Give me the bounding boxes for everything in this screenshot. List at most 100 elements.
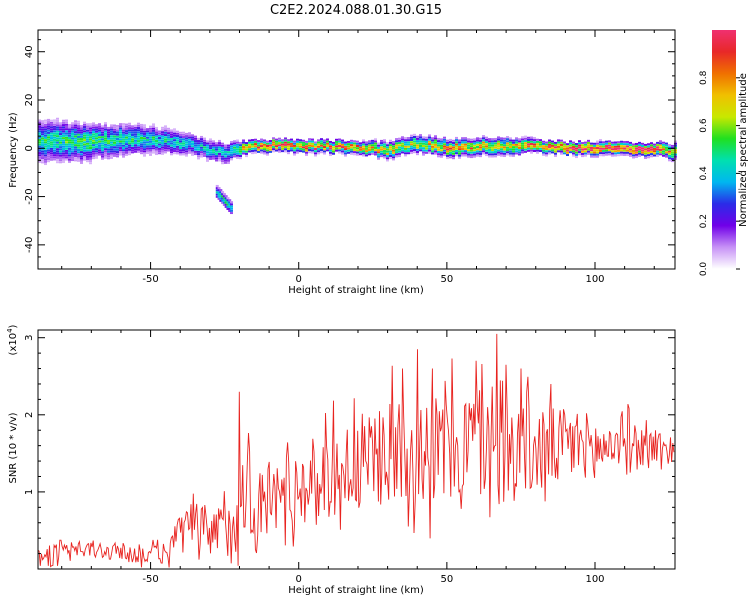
heatmap-cell [224, 201, 228, 204]
heatmap-cell [116, 146, 119, 149]
heatmap-cell [143, 148, 146, 151]
heatmap-cell [128, 153, 131, 156]
heatmap-cell [407, 141, 410, 144]
heatmap-cell [383, 147, 386, 150]
heatmap-cell [122, 136, 125, 139]
heatmap-cell [50, 132, 53, 135]
heatmap-cell [137, 148, 140, 151]
heatmap-cell [50, 154, 53, 157]
heatmap-cell [65, 158, 68, 161]
heatmap-cell [38, 130, 41, 133]
heatmap-cell [62, 126, 65, 129]
heatmap-cell [401, 144, 404, 147]
heatmap-cell [446, 144, 449, 147]
heatmap-cell [305, 147, 308, 150]
snr-x-axis-label: Height of straight line (km) [288, 585, 424, 596]
heatmap-cell [200, 155, 203, 158]
heatmap-cell [182, 144, 185, 147]
x-tick-label: 0 [296, 274, 302, 285]
heatmap-cell [197, 155, 200, 158]
heatmap-cell [476, 150, 479, 153]
heatmap-cell [413, 135, 416, 138]
heatmap-cell [83, 145, 86, 148]
heatmap-cell [179, 149, 182, 152]
heatmap-cell [539, 147, 542, 150]
heatmap-cell [155, 139, 158, 142]
heatmap-cell [86, 138, 89, 141]
heatmap-cell [482, 148, 485, 151]
colorbar-tick-label: 0.2 [699, 214, 709, 228]
heatmap-cell [209, 151, 212, 154]
heatmap-cell [173, 134, 176, 137]
heatmap-cell [278, 146, 281, 149]
heatmap-cell [233, 153, 236, 156]
heatmap-cell [506, 153, 509, 156]
heatmap-cell [152, 149, 155, 152]
heatmap-cell [632, 154, 635, 157]
heatmap-cell [59, 146, 62, 149]
heatmap-cell [518, 153, 521, 156]
heatmap-cell [623, 154, 626, 157]
heatmap-cell [68, 134, 71, 137]
heatmap-cell [524, 146, 527, 149]
heatmap-cell [374, 153, 377, 156]
heatmap-cell [638, 144, 641, 147]
heatmap-cell [446, 146, 449, 149]
heatmap-cell [89, 123, 92, 126]
heatmap-cell [269, 140, 272, 143]
heatmap-cell [581, 142, 584, 145]
heatmap-cell [56, 141, 59, 144]
heatmap-cell [224, 150, 227, 153]
heatmap-cell [407, 139, 410, 142]
heatmap-cell [425, 143, 428, 146]
heatmap-cell [602, 147, 605, 150]
heatmap-cell [524, 142, 527, 145]
heatmap-cell [287, 141, 290, 144]
heatmap-cell [203, 137, 206, 140]
heatmap-cell [167, 149, 170, 152]
heatmap-cell [266, 144, 269, 147]
heatmap-cell [446, 148, 449, 151]
heatmap-cell [518, 146, 521, 149]
heatmap-cell [65, 121, 68, 124]
heatmap-cell [155, 153, 158, 156]
heatmap-cell [176, 141, 179, 144]
heatmap-cell [176, 145, 179, 148]
heatmap-cell [44, 145, 47, 148]
heatmap-cell [347, 147, 350, 150]
heatmap-cell [272, 137, 275, 140]
heatmap-cell [74, 120, 77, 123]
heatmap-cell [227, 159, 230, 162]
heatmap-cell [164, 140, 167, 143]
heatmap-cell [44, 121, 47, 124]
heatmap-cell [194, 144, 197, 147]
heatmap-cell [467, 138, 470, 141]
heatmap-cell [401, 136, 404, 139]
heatmap-cell [56, 154, 59, 157]
heatmap-cell [125, 149, 128, 152]
heatmap-cell [398, 148, 401, 151]
heatmap-cell [362, 150, 365, 153]
heatmap-cell [140, 136, 143, 139]
heatmap-cell [119, 129, 122, 132]
heatmap-cell [98, 138, 101, 141]
heatmap-cell [527, 149, 530, 152]
heatmap-cell [275, 147, 278, 150]
heatmap-cell [101, 146, 104, 149]
heatmap-cell [173, 147, 176, 150]
heatmap-cell [512, 154, 515, 157]
heatmap-cell [476, 148, 479, 151]
heatmap-cell [107, 157, 110, 160]
heatmap-cell [65, 147, 68, 150]
heatmap-cell [389, 146, 392, 149]
heatmap-cell [587, 139, 590, 142]
heatmap-cell [71, 137, 74, 140]
heatmap-cell [515, 139, 518, 142]
heatmap-cell [581, 148, 584, 151]
heatmap-cell [557, 145, 560, 148]
heatmap-cell [479, 150, 482, 153]
heatmap-cell [131, 147, 134, 150]
heatmap-cell [242, 148, 245, 151]
heatmap-cell [254, 151, 257, 154]
heatmap-cell [71, 146, 74, 149]
